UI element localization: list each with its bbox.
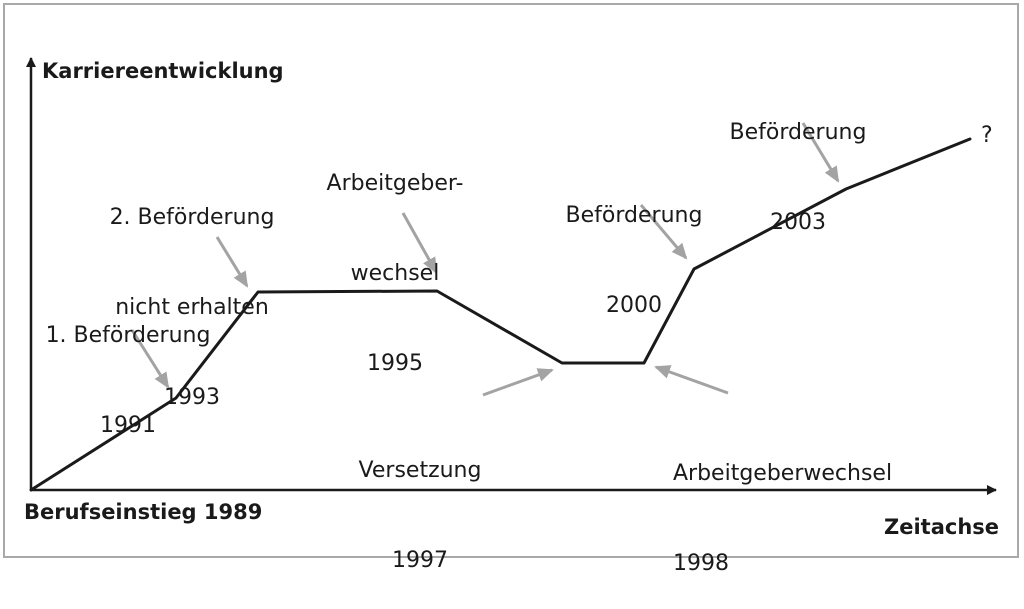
arrow-promo1 [130, 329, 170, 389]
origin-label: Berufseinstieg 1989 [24, 500, 263, 524]
arrow-switch95 [401, 212, 438, 274]
annotation-employer-switch-1998: Arbeitgeberwechsel 1998 [673, 461, 893, 576]
arrow-promo2000 [639, 204, 688, 260]
x-axis-label: Zeitachse [884, 515, 1000, 539]
y-axis-label: Karriereentwicklung [42, 59, 284, 83]
annotation-future: ? [981, 123, 993, 148]
arrow-switch98 [654, 365, 729, 395]
arrow-transfer [482, 368, 554, 397]
annotation-employer-switch-1995: Arbeitgeber- wechsel 1995 [326, 171, 464, 376]
arrow-promo2003 [801, 122, 840, 183]
annotation-promo1: 1. Beförderung 1991 [45, 323, 211, 438]
career-path-line [29, 137, 972, 492]
career-diagram [26, 57, 997, 495]
arrow-promo2 [215, 236, 249, 288]
annotation-promo-2003: Beförderung 2003 [729, 120, 867, 235]
annotation-promo2-missed: 2. Beförderung nicht erhalten 1993 [109, 205, 275, 410]
diagram-frame [3, 3, 1019, 558]
annotation-transfer-1997: Versetzung 1997 [358, 458, 482, 573]
annotation-promo-2000: Beförderung 2000 [565, 203, 703, 318]
